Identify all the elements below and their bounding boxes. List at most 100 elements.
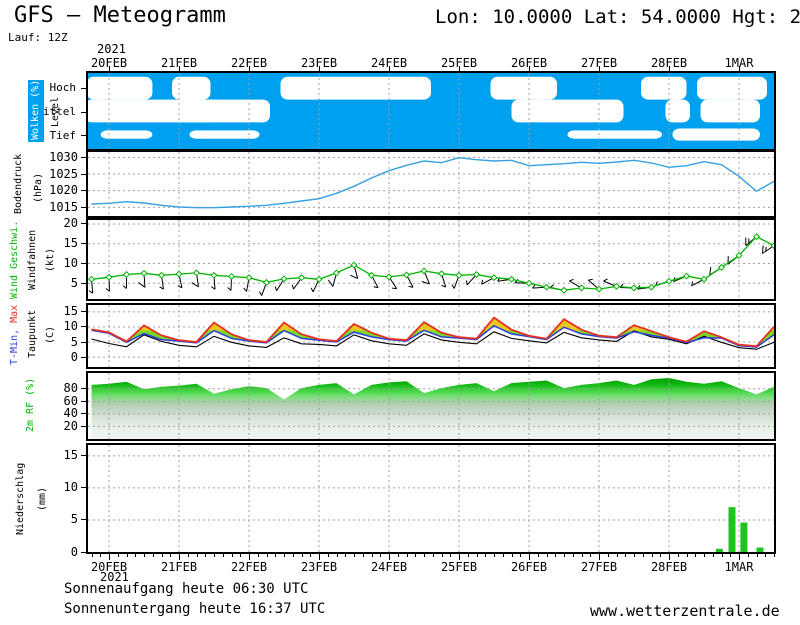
date-label: 21FEB [160,560,198,574]
page-title: GFS — Meteogramm [14,3,226,28]
time-tick-mark [240,554,242,557]
date-label: 24FEB [370,56,408,70]
time-tick-mark [774,554,775,557]
date-label: 21FEB [160,56,198,70]
tmin-label: T-Min, [9,328,20,366]
time-tick-mark [380,554,382,557]
axis-tick-label: 1025 [49,166,78,181]
axis-tick-label: 20 [63,418,78,433]
temperature-unit-label: (C) [45,325,56,345]
wind-marker [175,270,183,278]
wind-marker [420,267,428,275]
time-tick-mark [214,554,215,557]
time-tick-mark [572,554,574,557]
time-tick-mark [695,554,697,557]
wind-barbs-label: Windfahnen [27,229,38,290]
time-tick-mark [187,554,189,557]
time-tick-mark [677,554,679,557]
axis-tick-label: 20 [63,216,78,231]
precip-bar [715,548,723,552]
time-tick-mark [310,554,312,557]
time-tick-mark [152,554,154,557]
time-tick-mark [529,554,530,560]
time-tick-mark [179,554,180,560]
date-tick-mark [459,66,460,71]
wind-marker [595,285,603,293]
wind-marker [297,274,306,282]
time-tick-mark [607,554,609,557]
cloud-clear-patch [175,99,270,123]
axis-tick-mark [81,356,86,358]
axis-tick-label: 0 [70,349,78,364]
time-tick-mark [135,554,137,557]
time-tick-mark [555,554,557,557]
time-tick-mark [371,554,373,557]
wind-speed-label: Wind Geschwi. [9,220,20,299]
time-tick-mark [397,554,399,557]
humidity-label: 2m RF (%) [25,377,36,433]
axis-tick-mark [81,400,86,402]
axis-tick-mark [81,206,86,208]
time-tick-mark [424,554,425,557]
coords-label: Lon: 10.0000 Lat: 54.0000 Hgt: 2 [435,6,800,28]
time-tick-mark [739,554,740,560]
year-label-top: 2021 [97,42,126,56]
wind-marker [752,233,761,241]
time-tick-mark [459,554,460,560]
time-tick-mark [441,554,443,557]
precipitation-panel [86,443,776,554]
axis-tick-mark [81,326,86,328]
wind-marker [665,277,673,285]
humidity-chart [88,373,774,439]
time-tick-mark [756,554,758,557]
axis-tick-label: 5 [70,512,78,527]
time-tick-mark [765,554,767,557]
date-label: 20FEB [90,560,128,574]
cloud-cover-chart [88,73,774,149]
time-tick-mark [485,554,487,557]
axis-tick-mark [81,311,86,313]
cloud-clear-patch [700,99,760,123]
axis-tick-mark [81,455,86,457]
axis-tick-mark [81,388,86,390]
wind-marker [490,274,498,282]
time-tick-mark [354,554,355,557]
time-tick-mark [747,554,749,557]
time-tick-mark [301,554,303,557]
wind-panel [86,218,776,301]
cloud-clear-patch [641,76,687,100]
wind-marker [245,274,253,282]
axis-tick-label: 5 [70,334,78,349]
humidity-panel [86,371,776,441]
wind-marker [157,271,166,279]
date-label: 27FEB [580,560,618,574]
date-tick-mark [739,66,740,71]
axis-tick-mark [81,190,86,192]
wind-marker [472,271,481,279]
run-label: Lauf: 12Z [8,31,68,44]
wind-marker [525,279,533,287]
cloud-clear-patch [665,99,690,123]
time-tick-mark [704,554,705,557]
dewpoint-line [91,330,774,350]
date-label: 23FEB [300,56,338,70]
axis-tick-mark [81,262,86,264]
wind-marker [735,252,743,260]
time-tick-mark [520,554,522,557]
wind-marker [262,278,271,286]
axis-tick-label: 15 [63,236,78,251]
precipitation-chart [88,445,774,552]
axis-tick-label: 0 [70,544,78,559]
wind-marker [560,286,568,294]
cloud-clear-patch [172,76,211,100]
time-tick-mark [625,554,627,557]
axis-tick-mark [81,243,86,245]
wind-marker [140,269,148,277]
time-tick-mark [450,554,452,557]
time-tick-mark [389,554,390,560]
time-tick-mark [494,554,495,557]
time-tick-mark [660,554,662,557]
axis-tick-label: 15 [63,304,78,319]
clouds-level-label: Level [50,96,61,128]
website-label: www.wetterzentrale.de [590,602,780,620]
